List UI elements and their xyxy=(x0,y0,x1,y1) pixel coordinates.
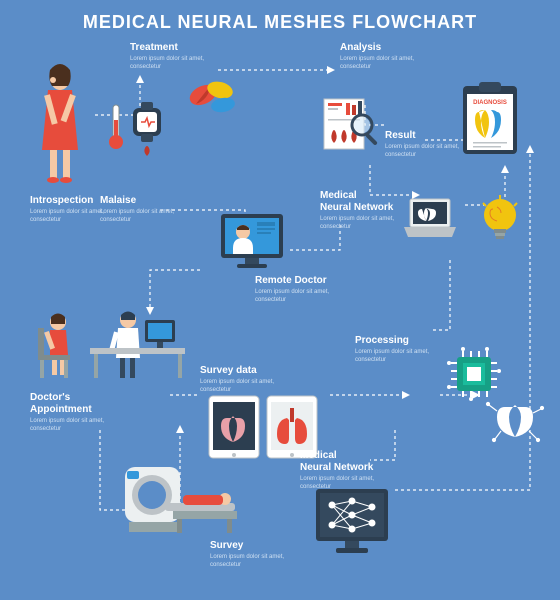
doctors-appt-lorem: Lorem ipsum dolor sit amet, consectetur xyxy=(30,418,110,434)
monitor-doctor-icon xyxy=(215,210,290,275)
diagnosis-clipboard-icon: DIAGNOSIS xyxy=(455,80,525,160)
laptop-brain-icon xyxy=(400,195,460,250)
node-result: Result Lorem ipsum dolor sit amet, conse… xyxy=(385,130,465,160)
processing-label: Processing xyxy=(355,335,435,347)
doctor-patient-icon xyxy=(30,300,190,390)
report-icon xyxy=(320,95,380,160)
diagnosis-label-text: DIAGNOSIS xyxy=(473,100,507,106)
node-medical-nn-1: Medical Neural Network Lorem ipsum dolor… xyxy=(320,190,400,232)
thermometer-watch-icon xyxy=(105,100,165,160)
malaise-lorem: Lorem ipsum dolor sit amet, consectetur xyxy=(100,209,180,225)
nn-monitor-icon xyxy=(310,485,395,565)
survey-label: Survey xyxy=(210,540,290,552)
analysis-lorem: Lorem ipsum dolor sit amet, consectetur xyxy=(340,56,420,72)
node-introspection: Introspection Lorem ipsum dolor sit amet… xyxy=(30,60,110,225)
node-analysis: Analysis Lorem ipsum dolor sit amet, con… xyxy=(340,42,420,72)
introspection-lorem: Lorem ipsum dolor sit amet, consectetur xyxy=(30,209,110,225)
pills-icon xyxy=(185,75,240,125)
node-treatment: Treatment Lorem ipsum dolor sit amet, co… xyxy=(130,42,210,72)
node-diagnosis: DIAGNOSIS xyxy=(455,80,525,165)
treatment-label: Treatment xyxy=(130,42,210,54)
result-label: Result xyxy=(385,130,465,142)
woman-standing-icon xyxy=(30,60,90,190)
node-survey: Survey Lorem ipsum dolor sit amet, conse… xyxy=(210,540,290,570)
result-lorem: Lorem ipsum dolor sit amet, consectetur xyxy=(385,144,465,160)
remote-doctor-label: Remote Doctor xyxy=(255,275,335,287)
page-title: MEDICAL NEURAL MESHES FLOWCHART xyxy=(0,12,560,33)
node-remote-doctor: Remote Doctor Lorem ipsum dolor sit amet… xyxy=(255,275,335,305)
chip-brain-icon xyxy=(445,345,545,450)
remote-doctor-lorem: Lorem ipsum dolor sit amet, consectetur xyxy=(255,289,335,305)
remote-doctor-monitor xyxy=(215,210,290,280)
medical-nn-1-label: Medical Neural Network xyxy=(320,190,400,214)
node-doctors-appt: Doctor's Appointment Lorem ipsum dolor s… xyxy=(30,392,110,434)
malaise-label: Malaise xyxy=(100,195,180,207)
appointment-scene xyxy=(30,300,190,395)
medical-nn-2-label: Medical Neural Network xyxy=(300,450,380,474)
medical-nn-1-lorem: Lorem ipsum dolor sit amet, consectetur xyxy=(320,216,400,232)
lightbulb-icon xyxy=(475,195,525,255)
survey-data-label: Survey data xyxy=(200,365,280,377)
node-processing: Processing Lorem ipsum dolor sit amet, c… xyxy=(355,335,435,365)
node-malaise: Malaise Lorem ipsum dolor sit amet, cons… xyxy=(100,195,180,225)
processing-lorem: Lorem ipsum dolor sit amet, consectetur xyxy=(355,349,435,365)
treatment-lorem: Lorem ipsum dolor sit amet, consectetur xyxy=(130,56,210,72)
vitals-icons xyxy=(105,100,165,165)
survey-lorem: Lorem ipsum dolor sit amet, consectetur xyxy=(210,554,290,570)
introspection-label: Introspection xyxy=(30,195,110,207)
mri-scanner-icon xyxy=(115,455,245,545)
doctors-appt-label: Doctor's Appointment xyxy=(30,392,110,416)
analysis-label: Analysis xyxy=(340,42,420,54)
